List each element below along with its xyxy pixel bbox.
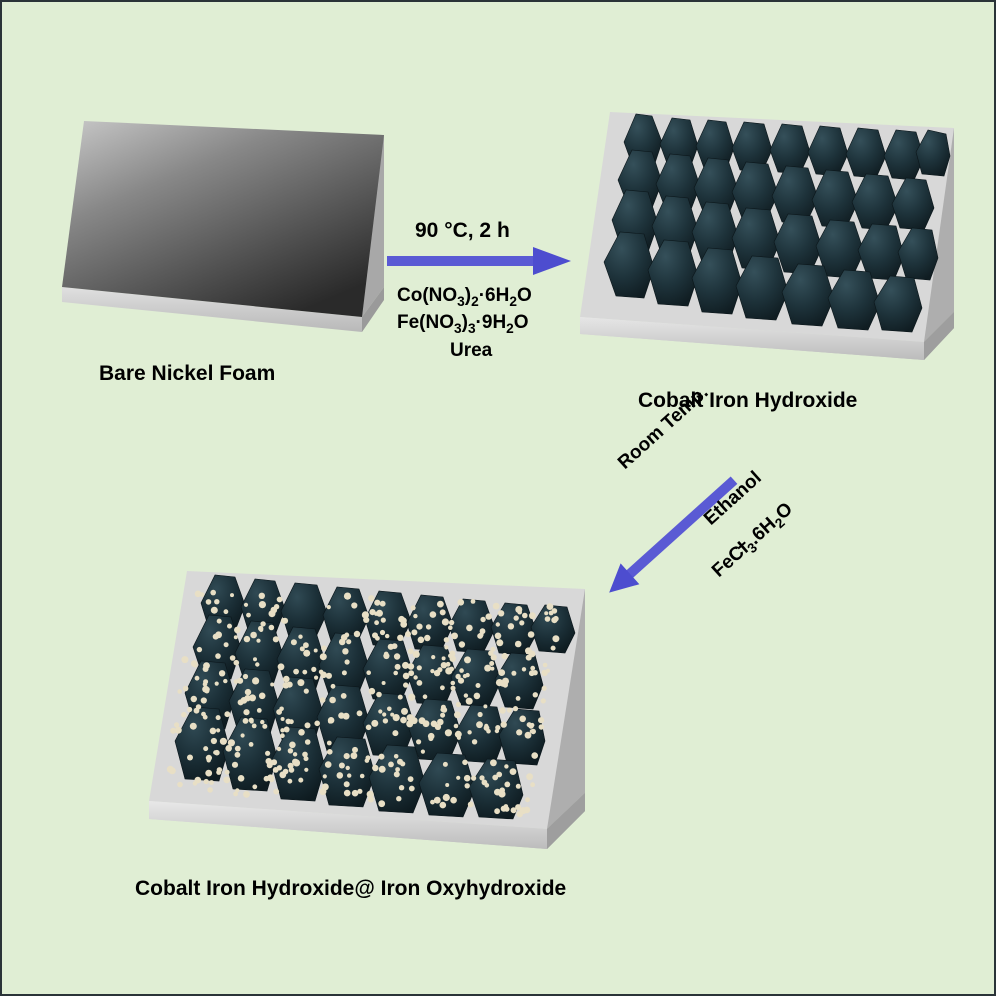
- arrow1-reagent-3: Urea: [450, 340, 492, 362]
- bare-nickel-foam-substrate: [52, 117, 392, 337]
- cofe-hydroxide-feooh-label: Cobalt Iron Hydroxide@ Iron Oxyhydroxide: [135, 877, 566, 901]
- arrow1-reagent-2: Fe(NO3)3·9H2O: [397, 312, 529, 336]
- cofe-hydroxide-feooh-substrate: [127, 557, 597, 862]
- arrow-step1: [385, 245, 575, 277]
- arrow1-reagent-1: Co(NO3)2·6H2O: [397, 285, 532, 309]
- arrow1-condition-label: 90 °C, 2 h: [415, 219, 510, 243]
- cobalt-iron-hydroxide-substrate: [562, 102, 962, 372]
- bare-nickel-foam-label: Bare Nickel Foam: [99, 362, 275, 386]
